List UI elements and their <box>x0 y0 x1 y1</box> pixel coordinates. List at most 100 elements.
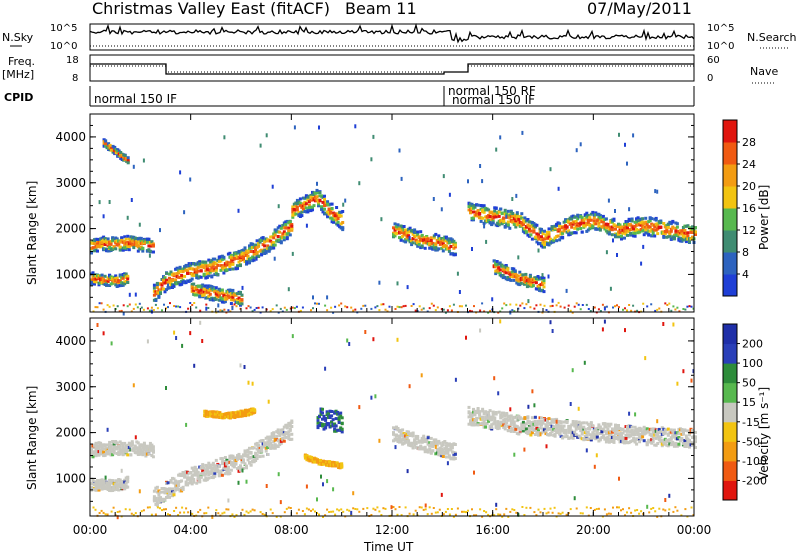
data-cell <box>330 410 334 413</box>
noise-cell <box>163 303 165 306</box>
data-cell <box>626 220 629 223</box>
data-cell <box>416 435 420 438</box>
data-cell <box>239 290 242 294</box>
data-cell <box>617 424 620 427</box>
data-cell <box>671 429 675 433</box>
data-cell <box>223 464 227 468</box>
data-cell <box>651 439 655 443</box>
data-cell <box>135 446 139 450</box>
data-cell <box>570 217 574 221</box>
data-cell <box>411 445 415 449</box>
data-cell <box>398 429 401 433</box>
noise-cell <box>597 308 600 311</box>
data-cell <box>225 268 229 272</box>
data-cell <box>91 477 95 481</box>
data-cell <box>220 297 224 301</box>
data-cell <box>393 234 397 238</box>
y-tick-label: 4000 <box>55 130 86 144</box>
noise-cell <box>299 309 302 312</box>
data-cell <box>93 242 96 246</box>
data-cell <box>333 216 337 220</box>
noise-cell <box>456 271 459 276</box>
data-cell <box>550 228 554 232</box>
data-cell <box>657 427 661 431</box>
data-cell <box>278 434 282 437</box>
data-cell <box>481 409 485 413</box>
data-cell <box>645 427 649 431</box>
data-cell <box>115 447 119 451</box>
data-cell <box>96 479 99 482</box>
data-cell <box>210 471 214 475</box>
data-cell <box>226 468 230 472</box>
data-cell <box>447 246 451 250</box>
data-cell <box>475 416 479 420</box>
data-cell <box>499 207 503 211</box>
data-cell <box>567 430 571 434</box>
data-cell <box>558 238 562 242</box>
data-cell <box>524 427 528 431</box>
data-cell <box>211 467 215 471</box>
data-cell <box>506 209 510 213</box>
noise-cell <box>388 305 391 308</box>
noise-cell <box>287 287 290 292</box>
data-cell <box>220 462 224 466</box>
data-cell <box>246 455 250 458</box>
data-cell <box>650 434 654 438</box>
data-cell <box>187 266 191 270</box>
data-cell <box>264 443 268 447</box>
noise-cell <box>173 510 176 512</box>
data-cell <box>187 264 191 268</box>
noise-cell <box>354 124 357 129</box>
noise-cell <box>533 222 536 226</box>
data-cell <box>528 275 532 279</box>
data-cell <box>414 238 418 242</box>
data-cell <box>642 233 646 237</box>
data-cell <box>411 434 415 438</box>
data-cell <box>327 422 331 426</box>
data-cell <box>648 219 652 223</box>
data-cell <box>488 415 492 419</box>
data-cell <box>112 451 116 455</box>
data-cell <box>187 279 191 283</box>
data-cell <box>656 227 660 231</box>
data-cell <box>229 302 233 305</box>
data-cell <box>620 234 623 238</box>
data-cell <box>237 454 241 458</box>
data-cell <box>210 266 214 270</box>
data-cell <box>410 243 414 247</box>
noise-cell <box>161 309 163 312</box>
noise-cell <box>370 157 373 162</box>
noise-cell <box>626 161 628 166</box>
noise-cell <box>525 303 528 306</box>
nsearch-tick-low: 10^0 <box>707 41 734 52</box>
noise-cell <box>616 304 618 307</box>
data-cell <box>617 432 620 436</box>
data-cell <box>527 227 531 231</box>
data-cell <box>530 237 534 241</box>
data-cell <box>610 228 614 232</box>
data-cell <box>196 265 200 269</box>
data-cell <box>482 420 486 424</box>
data-cell <box>588 216 592 220</box>
data-cell <box>141 249 145 253</box>
data-cell <box>248 246 251 250</box>
data-cell <box>228 295 232 299</box>
data-cell <box>118 444 122 448</box>
data-cell <box>538 426 542 430</box>
data-cell <box>132 246 136 250</box>
data-cell <box>231 262 235 266</box>
data-cell <box>443 440 447 443</box>
noise-cell <box>557 301 560 304</box>
noise-cell <box>442 174 445 179</box>
noise-cell <box>448 305 451 308</box>
data-cell <box>517 432 521 436</box>
data-cell <box>240 456 244 460</box>
data-cell <box>115 237 119 241</box>
data-cell <box>118 273 122 277</box>
data-cell <box>321 407 324 411</box>
data-cell <box>541 232 545 236</box>
data-cell <box>99 441 103 445</box>
data-cell <box>132 244 136 248</box>
noise-cell <box>515 193 518 198</box>
data-cell <box>234 461 238 465</box>
